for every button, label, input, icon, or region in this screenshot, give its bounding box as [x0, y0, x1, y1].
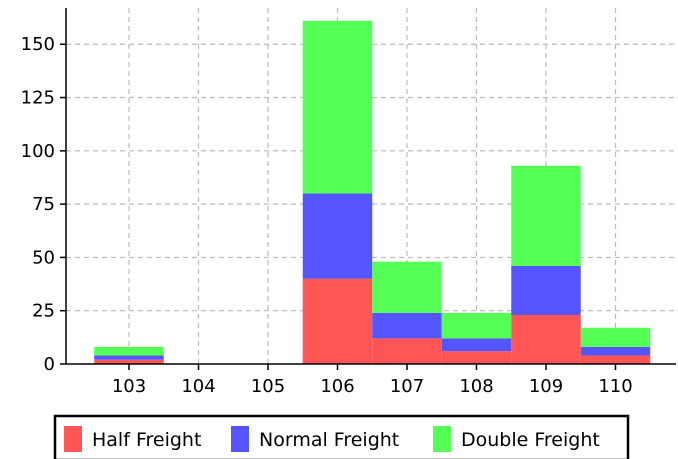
y-tick-label: 25 — [32, 301, 55, 322]
x-tick-label: 105 — [251, 376, 285, 397]
y-tick-label: 125 — [21, 88, 55, 109]
bar-segment-double-freight — [302, 20, 373, 194]
bar-segment-normal-freight — [580, 346, 651, 356]
y-tick-label: 75 — [32, 194, 55, 215]
y-tick-label: 150 — [21, 34, 55, 55]
x-tick-label: 107 — [390, 376, 424, 397]
legend-swatch — [64, 426, 82, 452]
x-tick-label: 108 — [459, 376, 493, 397]
bar-segment-normal-freight — [511, 265, 581, 315]
bars — [94, 20, 651, 364]
x-tick-label: 109 — [529, 376, 563, 397]
x-tick-label: 106 — [320, 376, 354, 397]
axes — [65, 8, 676, 365]
x-tick-label: 110 — [598, 376, 632, 397]
legend-box — [53, 414, 630, 459]
legend-label: Normal Freight — [259, 429, 399, 451]
bar-segment-normal-freight — [441, 338, 512, 352]
bar-segment-half-freight — [511, 314, 581, 364]
legend-label: Double Freight — [461, 429, 600, 451]
bar-segment-half-freight — [441, 351, 512, 364]
bar-segment-half-freight — [94, 359, 164, 364]
bar-segment-double-freight — [511, 165, 581, 266]
ticks: 0 25 50 75 100 125 150 103 104 105 106 107 108 109 110 — [21, 34, 633, 397]
bar-segment-double-freight — [372, 261, 442, 313]
bar-segment-double-freight — [580, 327, 651, 347]
bar-segment-half-freight — [372, 338, 442, 364]
y-tick-label: 50 — [32, 247, 55, 268]
bar-segment-normal-freight — [302, 193, 373, 279]
bar-segment-normal-freight — [372, 312, 442, 339]
x-tick-label: 103 — [112, 376, 146, 397]
legend: Half Freight Normal Freight Double Freight — [53, 414, 630, 459]
y-tick-label: 100 — [21, 141, 55, 162]
bar-segment-half-freight — [580, 355, 651, 364]
legend-swatch — [231, 426, 249, 452]
bar-segment-normal-freight — [94, 355, 164, 360]
bar-segment-double-freight — [441, 312, 512, 339]
bar-segment-double-freight — [94, 346, 164, 356]
legend-label: Half Freight — [92, 429, 201, 451]
x-tick-label: 104 — [181, 376, 215, 397]
y-tick-label: 0 — [44, 354, 55, 375]
legend-swatch — [433, 426, 451, 452]
bar-segment-half-freight — [302, 278, 373, 364]
